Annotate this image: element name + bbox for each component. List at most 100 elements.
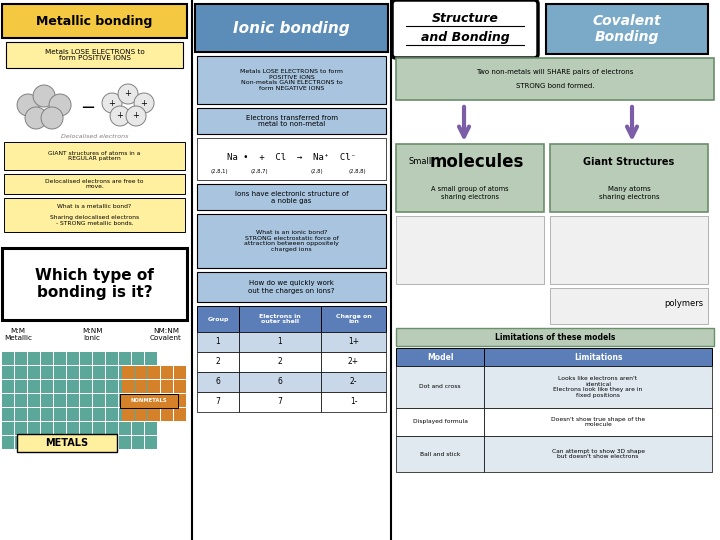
Bar xyxy=(80,436,92,449)
Text: Ball and stick: Ball and stick xyxy=(420,451,460,456)
Bar xyxy=(15,422,27,435)
Bar xyxy=(197,392,239,412)
Bar xyxy=(321,332,386,352)
Bar xyxy=(396,144,544,212)
Bar xyxy=(145,380,157,393)
Bar xyxy=(15,366,27,379)
Bar xyxy=(122,394,134,407)
Bar xyxy=(67,422,79,435)
Text: +: + xyxy=(109,98,115,107)
Bar xyxy=(174,394,186,407)
Text: Charge on
ion: Charge on ion xyxy=(336,314,372,325)
Bar xyxy=(239,332,321,352)
Text: (2,8,7): (2,8,7) xyxy=(251,170,268,174)
Text: How do we quickly work
out the charges on ions?: How do we quickly work out the charges o… xyxy=(248,280,335,294)
Text: 1-: 1- xyxy=(350,397,357,407)
Text: 2+: 2+ xyxy=(348,357,359,367)
Bar xyxy=(396,328,714,346)
Bar xyxy=(41,422,53,435)
Bar xyxy=(2,394,14,407)
Text: Metals LOSE ELECTRONS to form
POSITIVE IONS
Non-metals GAIN ELECTRONS to
form NE: Metals LOSE ELECTRONS to form POSITIVE I… xyxy=(240,69,343,91)
Bar xyxy=(41,380,53,393)
Text: What is an ionic bond?
STRONG electrostatic force of
attraction between opposite: What is an ionic bond? STRONG electrosta… xyxy=(244,230,339,252)
Bar xyxy=(195,4,388,52)
Text: Covalent
Bonding: Covalent Bonding xyxy=(593,14,661,44)
Bar xyxy=(67,380,79,393)
Bar xyxy=(132,352,144,365)
Bar xyxy=(135,380,147,393)
Bar xyxy=(396,348,484,366)
Text: 2: 2 xyxy=(278,357,282,367)
Bar xyxy=(93,366,105,379)
Bar xyxy=(41,394,53,407)
Bar xyxy=(132,380,144,393)
Bar xyxy=(54,366,66,379)
Text: 7: 7 xyxy=(278,397,282,407)
Text: Displayed formula: Displayed formula xyxy=(413,420,467,424)
Bar xyxy=(148,394,160,407)
Text: Structure: Structure xyxy=(431,12,498,25)
Bar xyxy=(106,408,118,421)
Bar xyxy=(80,422,92,435)
Bar xyxy=(2,436,14,449)
Bar xyxy=(550,288,708,324)
Bar xyxy=(484,348,712,366)
Bar xyxy=(28,422,40,435)
Text: Which type of
bonding is it?: Which type of bonding is it? xyxy=(35,268,154,300)
Text: molecules: molecules xyxy=(430,153,524,171)
Text: Ions have electronic structure of
a noble gas: Ions have electronic structure of a nobl… xyxy=(235,191,348,204)
Bar xyxy=(197,332,239,352)
Bar xyxy=(484,366,712,408)
Bar xyxy=(80,352,92,365)
Text: (2,8): (2,8) xyxy=(311,170,323,174)
Text: +: + xyxy=(125,90,132,98)
Text: Doesn't show true shape of the
molecule: Doesn't show true shape of the molecule xyxy=(551,416,645,427)
Text: Limitations of these models: Limitations of these models xyxy=(495,333,615,341)
Bar xyxy=(28,366,40,379)
Bar xyxy=(93,408,105,421)
Bar xyxy=(80,366,92,379)
Bar xyxy=(145,352,157,365)
Bar xyxy=(132,422,144,435)
Bar xyxy=(174,380,186,393)
Bar xyxy=(4,174,185,194)
Text: M:M
Metallic: M:M Metallic xyxy=(4,328,32,341)
Text: +: + xyxy=(117,111,123,120)
Bar xyxy=(54,436,66,449)
Bar xyxy=(546,4,708,54)
Bar xyxy=(119,408,131,421)
Bar xyxy=(148,380,160,393)
Text: Many atoms
sharing electrons: Many atoms sharing electrons xyxy=(599,186,660,199)
Bar xyxy=(148,408,160,421)
Bar xyxy=(148,366,160,379)
Bar xyxy=(119,422,131,435)
Bar xyxy=(161,366,173,379)
Bar xyxy=(106,366,118,379)
Bar xyxy=(15,394,27,407)
Bar xyxy=(93,380,105,393)
Bar xyxy=(2,366,14,379)
Bar xyxy=(41,366,53,379)
Text: 2: 2 xyxy=(216,357,220,367)
Text: polymers: polymers xyxy=(664,300,703,308)
Bar xyxy=(4,142,185,170)
Bar xyxy=(2,380,14,393)
Bar xyxy=(106,394,118,407)
Bar xyxy=(135,366,147,379)
Bar xyxy=(119,366,131,379)
Text: GIANT structures of atoms in a
REGULAR pattern: GIANT structures of atoms in a REGULAR p… xyxy=(48,151,140,161)
Bar xyxy=(321,352,386,372)
Bar xyxy=(484,408,712,436)
Bar xyxy=(145,422,157,435)
Bar xyxy=(239,306,321,332)
Text: M:NM
Ionic: M:NM Ionic xyxy=(82,328,102,341)
Text: 6: 6 xyxy=(278,377,282,387)
Bar xyxy=(197,272,386,302)
Text: Giant Structures: Giant Structures xyxy=(583,157,675,167)
Circle shape xyxy=(49,94,71,116)
Circle shape xyxy=(110,106,130,126)
Bar xyxy=(132,394,144,407)
Bar xyxy=(67,394,79,407)
Circle shape xyxy=(25,107,47,129)
Bar xyxy=(122,380,134,393)
